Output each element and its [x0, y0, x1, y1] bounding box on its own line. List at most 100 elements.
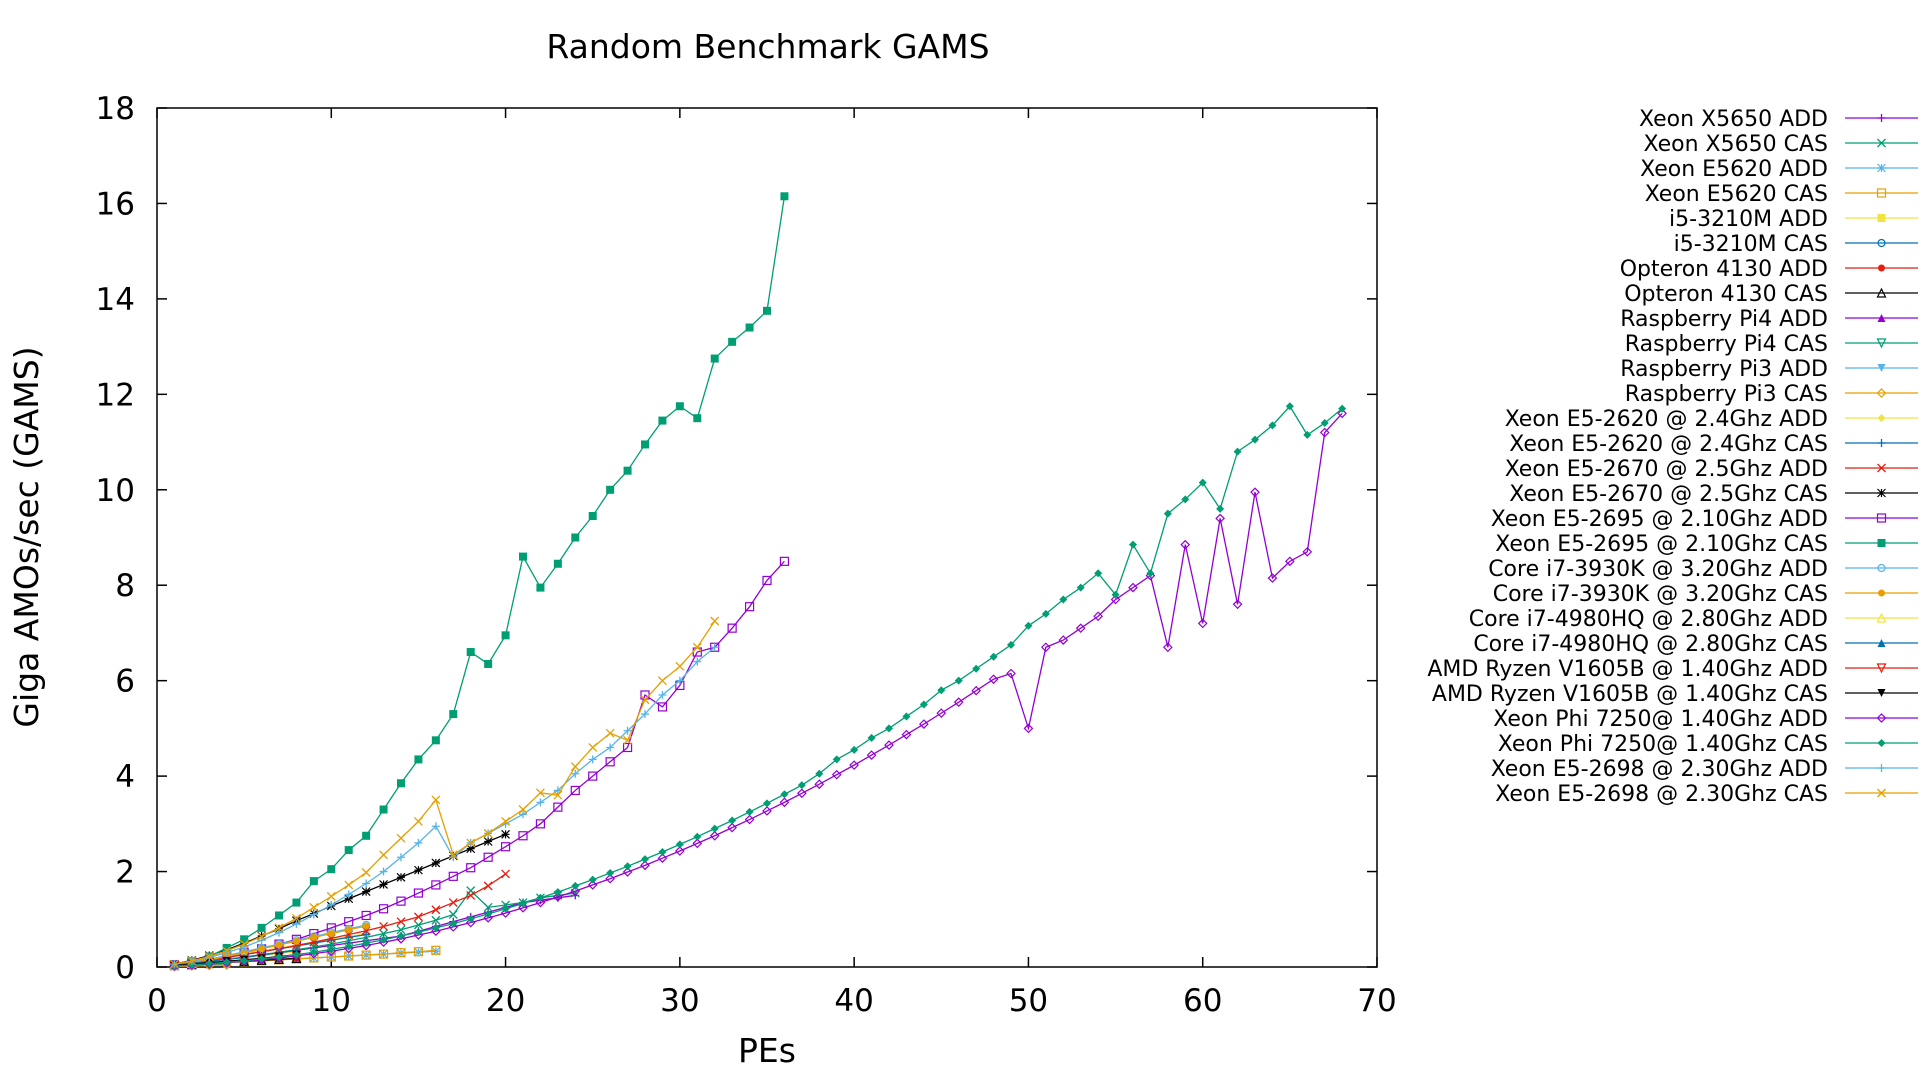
data-point: [362, 831, 371, 840]
data-point: [239, 939, 249, 949]
data-point: [606, 868, 615, 877]
legend-marker: [1877, 488, 1886, 498]
data-point: [449, 710, 458, 719]
data-point: [466, 838, 476, 848]
data-point: [779, 797, 790, 808]
data-point: [275, 911, 283, 920]
data-point: [1251, 435, 1259, 444]
legend-item: Xeon E5-2695 @ 2.10Ghz CAS: [1495, 532, 1918, 557]
data-point: [657, 676, 667, 686]
data-point: [413, 947, 424, 957]
legend-label: Opteron 4130 CAS: [1624, 282, 1828, 307]
data-point: [257, 931, 267, 941]
data-point: [780, 192, 789, 201]
data-point: [710, 643, 719, 652]
data-point: [1129, 540, 1137, 549]
data-point: [222, 943, 231, 952]
legend-marker: [1876, 513, 1887, 523]
legend-item: AMD Ryzen V1605B @ 1.40Ghz ADD: [1427, 657, 1918, 682]
legend-item: Core i7-4980HQ @ 2.80Ghz CAS: [1473, 632, 1918, 657]
data-point: [274, 923, 284, 933]
data-point: [431, 926, 441, 937]
legend-marker: [1877, 539, 1886, 547]
legend-label: Raspberry Pi4 CAS: [1625, 332, 1828, 357]
legend-label: Core i7-4980HQ @ 2.80Ghz ADD: [1469, 607, 1828, 632]
data-point: [553, 802, 563, 812]
data-point: [1181, 495, 1190, 504]
legend-item: Core i7-3930K @ 3.20Ghz CAS: [1493, 582, 1918, 607]
data-point: [745, 323, 754, 332]
data-point: [850, 745, 859, 754]
data-point: [291, 913, 301, 923]
data-point: [1006, 668, 1016, 679]
data-point: [693, 832, 702, 841]
series-line: [174, 646, 716, 965]
legend-marker: [1877, 214, 1886, 222]
data-point: [641, 440, 649, 449]
data-point: [622, 742, 633, 753]
data-point: [431, 822, 440, 831]
legend-item: Xeon E5-2698 @ 2.30Ghz ADD: [1491, 757, 1918, 782]
data-point: [413, 912, 423, 922]
data-point: [745, 807, 754, 816]
data-point: [709, 830, 720, 841]
legend-item: Xeon E5-2670 @ 2.5Ghz CAS: [1509, 482, 1918, 507]
data-point: [972, 664, 981, 673]
data-point: [1111, 590, 1120, 599]
data-point: [1320, 418, 1329, 427]
legend-label: Xeon E5-2620 @ 2.4Ghz ADD: [1505, 407, 1828, 432]
data-point: [396, 948, 406, 958]
legend-marker: [1876, 388, 1887, 398]
data-point: [693, 414, 702, 423]
data-point: [954, 676, 963, 685]
data-point: [518, 805, 528, 814]
series-line: [174, 196, 786, 966]
data-point: [448, 850, 458, 860]
y-tick-label: 14: [96, 282, 135, 318]
data-point: [641, 855, 649, 864]
legend-item: i5-3210M CAS: [1674, 232, 1918, 257]
y-tick-label: 6: [115, 664, 135, 700]
data-point: [431, 880, 441, 890]
data-point: [1215, 513, 1225, 524]
x-tick-label: 10: [312, 983, 351, 1019]
legend-marker: [1878, 589, 1885, 597]
legend-label: Xeon E5-2698 @ 2.30Ghz ADD: [1491, 757, 1828, 782]
legend-item: i5-3210M ADD: [1669, 207, 1918, 232]
data-point: [344, 846, 353, 855]
data-point: [413, 920, 423, 930]
data-point: [345, 926, 353, 934]
data-point: [901, 729, 912, 740]
data-point: [902, 712, 911, 721]
data-point: [396, 833, 406, 843]
data-point: [448, 898, 458, 908]
plot-area: [156, 107, 1378, 968]
legend-item: Xeon E5-2670 @ 2.5Ghz ADD: [1505, 457, 1918, 482]
data-point: [519, 552, 527, 561]
data-point: [466, 863, 476, 873]
data-point: [361, 868, 371, 877]
data-point: [727, 623, 737, 633]
data-point: [657, 702, 668, 712]
data-point: [953, 697, 964, 707]
data-point: [344, 894, 354, 904]
data-point: [448, 871, 458, 881]
data-point: [431, 923, 440, 932]
data-point: [1285, 402, 1294, 411]
data-point: [675, 840, 684, 849]
y-tick-label: 16: [96, 186, 135, 222]
data-point: [275, 928, 283, 937]
data-point: [204, 952, 214, 961]
data-point: [779, 556, 790, 566]
y-tick-label: 12: [96, 377, 135, 413]
data-point: [361, 910, 371, 921]
data-point: [379, 805, 388, 814]
legend-item: Core i7-3930K @ 3.20Ghz ADD: [1488, 557, 1918, 582]
data-point: [379, 867, 388, 876]
data-point: [292, 937, 300, 945]
data-point: [483, 837, 493, 846]
series-line: [174, 964, 227, 968]
series-line: [174, 560, 785, 966]
data-point: [657, 853, 668, 864]
